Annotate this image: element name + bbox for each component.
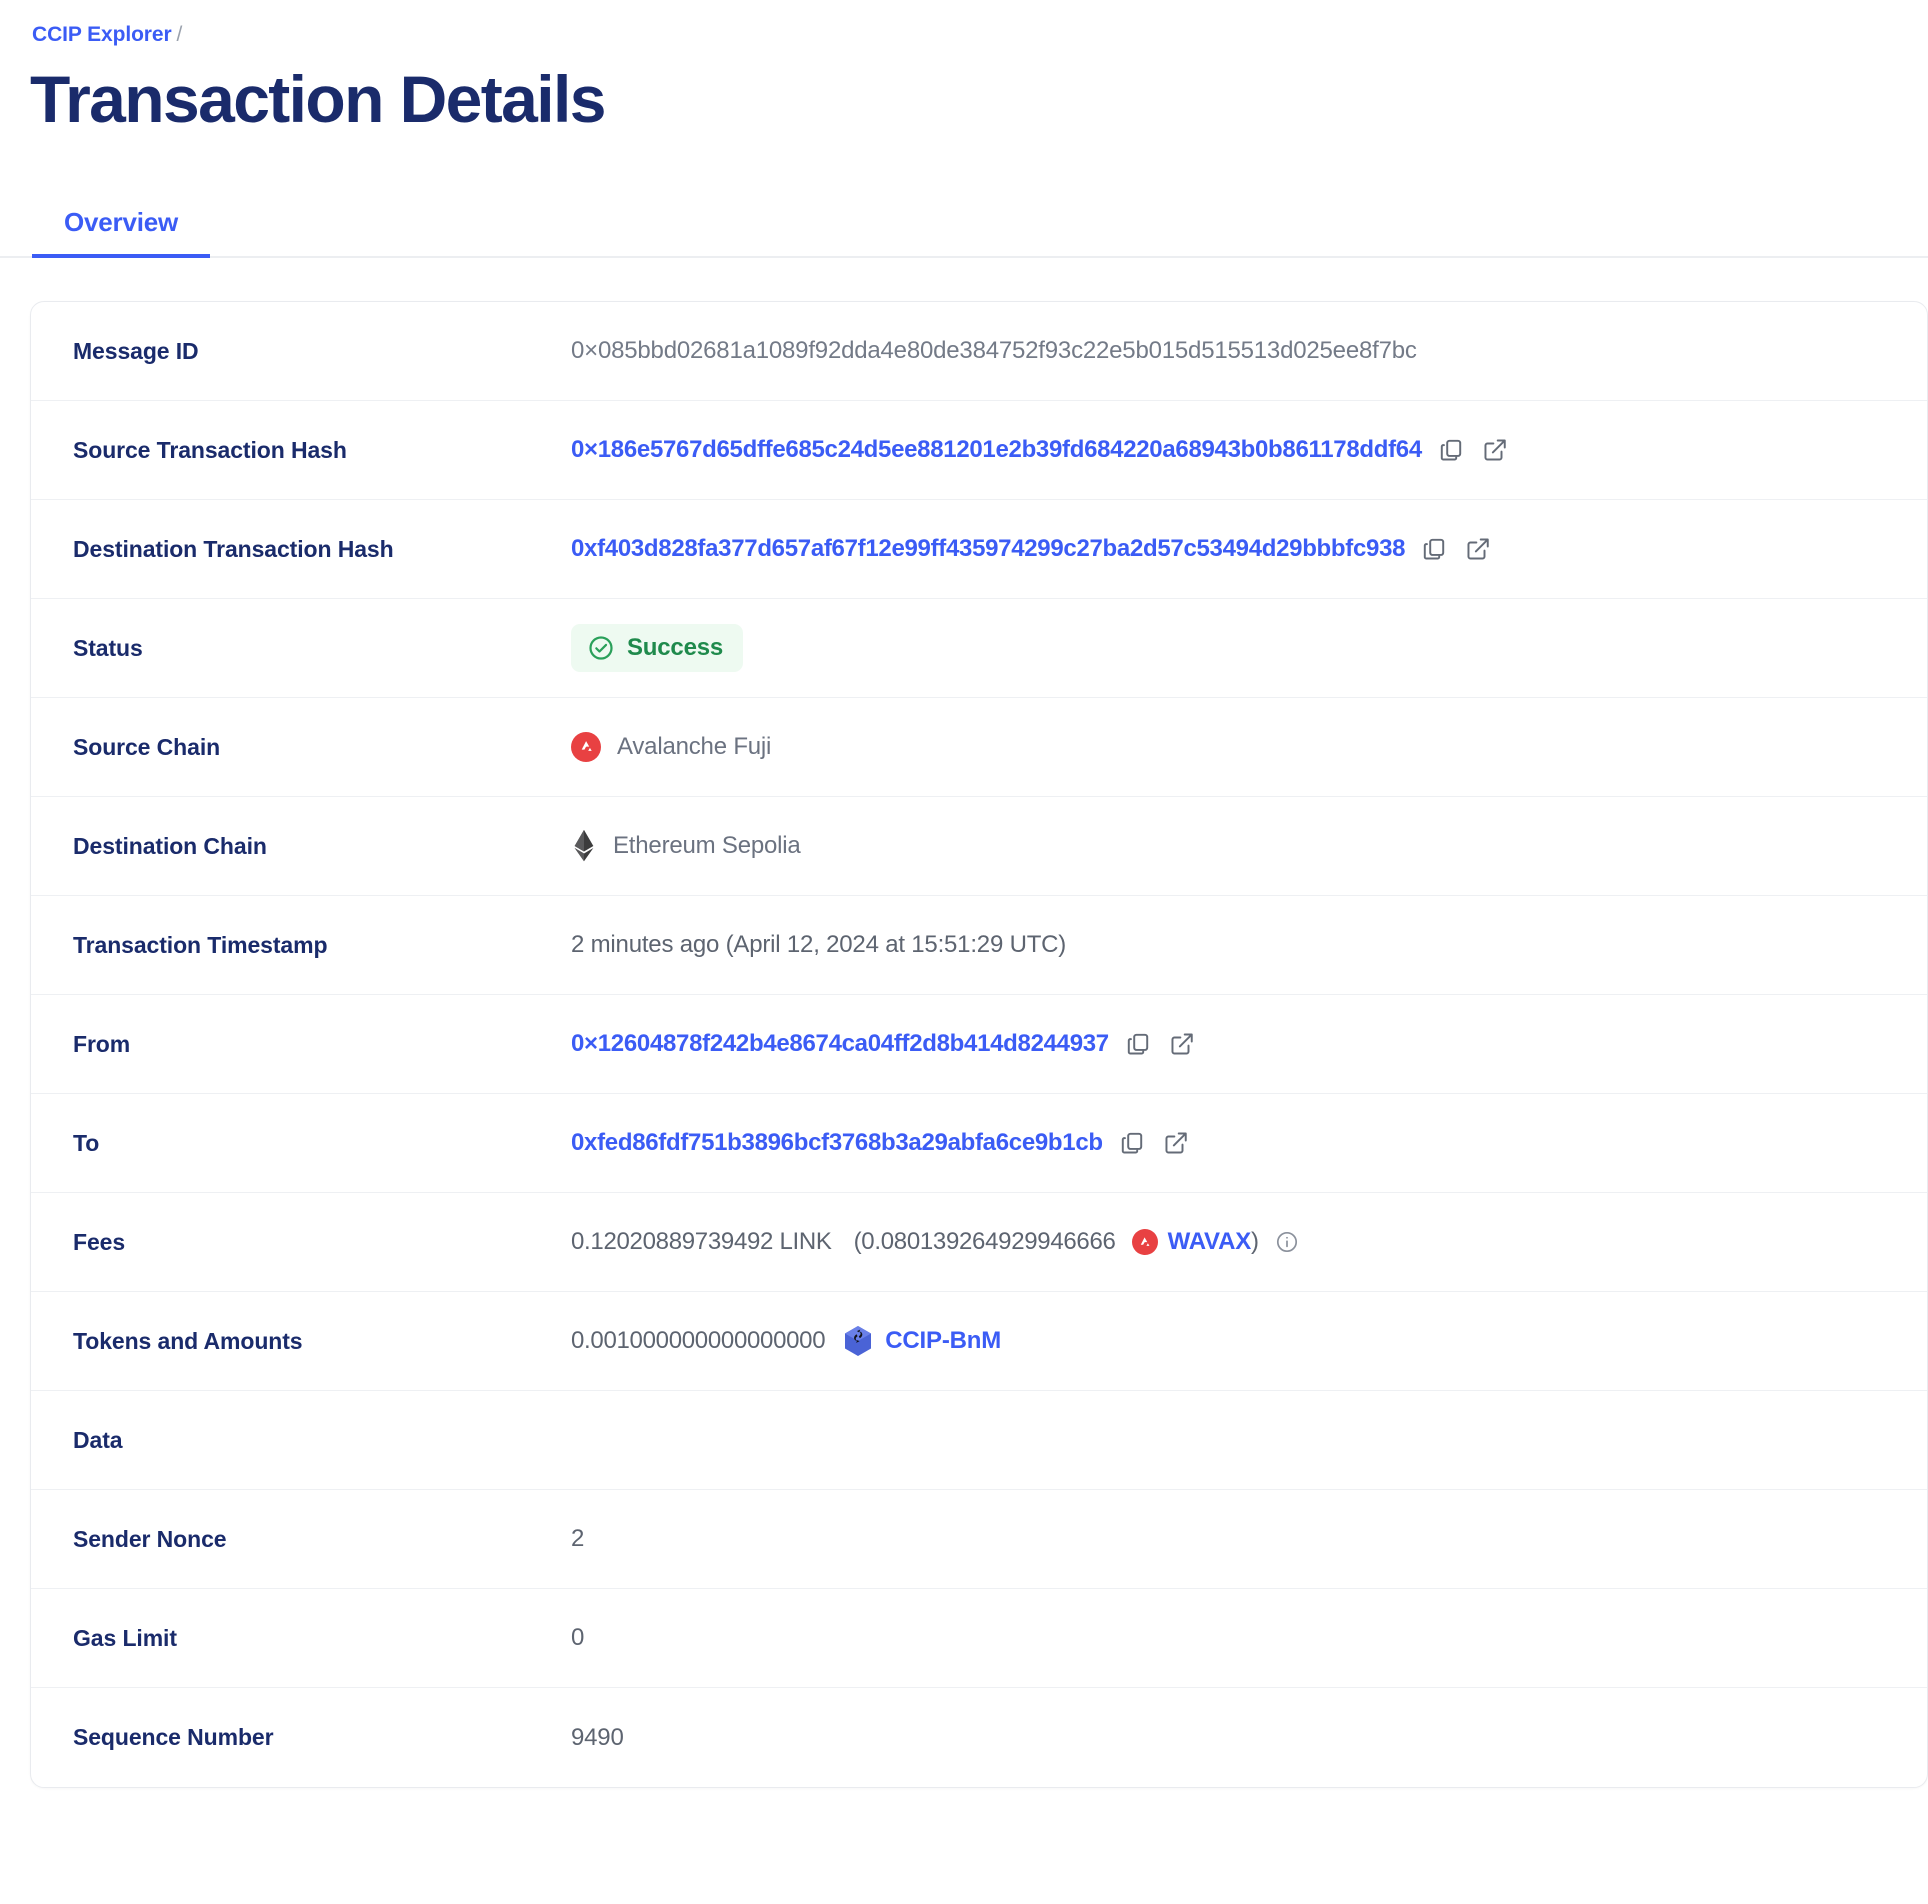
avalanche-icon	[1131, 1229, 1158, 1255]
label-source-chain: Source Chain	[73, 733, 221, 760]
fees-close-paren: )	[1251, 1228, 1259, 1255]
label-gas-limit: Gas Limit	[73, 1624, 177, 1651]
label-sequence-number: Sequence Number	[73, 1724, 274, 1750]
destination-chain-name: Ethereum Sepolia	[613, 832, 801, 859]
row-destination-transaction-hash: Destination Transaction Hash 0xf403d828f…	[31, 500, 1927, 599]
label-to: To	[73, 1129, 100, 1156]
label-fees: Fees	[73, 1228, 126, 1255]
token-amount-text: 0.001000000000000000	[571, 1327, 826, 1354]
value-destination-chain: Ethereum Sepolia	[571, 829, 1927, 863]
avalanche-icon	[571, 732, 601, 762]
row-gas-limit: Gas Limit 0	[31, 1589, 1927, 1688]
ccip-bnm-token-link[interactable]: CCIP-BnM	[885, 1327, 1001, 1354]
copy-icon[interactable]	[1436, 435, 1466, 465]
row-message-id: Message ID 0×085bbd02681a1089f92dda4e80d…	[31, 302, 1927, 401]
label-transaction-timestamp: Transaction Timestamp	[73, 931, 328, 958]
row-tokens-and-amounts: Tokens and Amounts 0.001000000000000000 …	[31, 1292, 1927, 1391]
label-status: Status	[73, 634, 143, 661]
row-source-chain: Source Chain Avalanche Fuji	[31, 698, 1927, 797]
external-link-icon[interactable]	[1463, 534, 1493, 564]
label-destination-transaction-hash: Destination Transaction Hash	[73, 535, 394, 562]
info-circle-icon[interactable]	[1275, 1230, 1299, 1254]
label-message-id: Message ID	[73, 337, 199, 364]
tab-bar: Overview	[0, 186, 1928, 258]
value-sender-nonce: 2	[571, 1525, 1927, 1553]
status-badge: Success	[571, 624, 744, 672]
value-status: Success	[571, 624, 1927, 672]
row-fees: Fees 0.12020889739492 LINK (0.0801392649…	[31, 1193, 1927, 1292]
value-fees: 0.12020889739492 LINK (0.080139264929946…	[571, 1228, 1927, 1256]
label-destination-chain: Destination Chain	[73, 832, 267, 859]
sender-nonce-text: 2	[571, 1525, 585, 1552]
row-data: Data	[31, 1391, 1927, 1490]
row-sequence-number: Sequence Number 9490	[31, 1688, 1927, 1787]
label-source-transaction-hash: Source Transaction Hash	[73, 436, 347, 463]
value-gas-limit: 0	[571, 1624, 1927, 1652]
label-sender-nonce: Sender Nonce	[73, 1525, 227, 1552]
transaction-details-card: Message ID 0×085bbd02681a1089f92dda4e80d…	[30, 301, 1928, 1788]
value-sequence-number: 9490	[571, 1724, 1927, 1752]
external-link-icon[interactable]	[1167, 1029, 1197, 1059]
row-to: To 0xfed86fdf751b3896bcf3768b3a29abfa6ce…	[31, 1094, 1927, 1193]
value-transaction-timestamp: 2 minutes ago (April 12, 2024 at 15:51:2…	[571, 931, 1927, 959]
page-title: Transaction Details	[30, 62, 606, 136]
gas-limit-text: 0	[571, 1624, 585, 1651]
row-destination-chain: Destination Chain Ethereum Sepolia	[31, 797, 1927, 896]
row-status: Status Success	[31, 599, 1927, 698]
value-source-transaction-hash: 0×186e5767d65dffe685c24d5ee881201e2b39fd…	[571, 435, 1927, 465]
row-sender-nonce: Sender Nonce 2	[31, 1490, 1927, 1589]
ethereum-icon	[571, 829, 597, 863]
value-message-id: 0×085bbd02681a1089f92dda4e80de384752f93c…	[571, 337, 1927, 365]
source-chain-name: Avalanche Fuji	[617, 733, 772, 760]
wavax-token-link[interactable]: WAVAX	[1167, 1228, 1252, 1255]
sequence-number-text: 9490	[571, 1723, 624, 1751]
label-tokens-and-amounts: Tokens and Amounts	[73, 1327, 303, 1354]
value-destination-transaction-hash: 0xf403d828fa377d657af67f12e99ff435974299…	[571, 534, 1927, 564]
status-text: Success	[627, 634, 724, 661]
to-address-link[interactable]: 0xfed86fdf751b3896bcf3768b3a29abfa6ce9b1…	[571, 1129, 1103, 1156]
source-transaction-hash-link[interactable]: 0×186e5767d65dffe685c24d5ee881201e2b39fd…	[571, 436, 1422, 463]
breadcrumb: CCIP Explorer /	[0, 0, 1928, 48]
from-address-link[interactable]: 0×12604878f242b4e8674ca04ff2d8b414d82449…	[571, 1030, 1109, 1057]
value-to: 0xfed86fdf751b3896bcf3768b3a29abfa6ce9b1…	[571, 1128, 1927, 1158]
external-link-icon[interactable]	[1480, 435, 1510, 465]
value-source-chain: Avalanche Fuji	[571, 732, 1927, 762]
copy-icon[interactable]	[1123, 1029, 1153, 1059]
ccip-token-icon	[843, 1325, 873, 1357]
label-from: From	[73, 1030, 131, 1057]
value-tokens-and-amounts: 0.001000000000000000 CCIP-BnM	[571, 1325, 1927, 1357]
fees-primary-amount: 0.12020889739492 LINK	[571, 1228, 832, 1255]
breadcrumb-link-ccip-explorer[interactable]: CCIP Explorer	[32, 23, 172, 46]
fees-secondary-amount: (0.080139264929946666	[853, 1228, 1116, 1255]
message-id-text: 0×085bbd02681a1089f92dda4e80de384752f93c…	[571, 337, 1417, 364]
destination-transaction-hash-link[interactable]: 0xf403d828fa377d657af67f12e99ff435974299…	[571, 535, 1406, 562]
copy-icon[interactable]	[1117, 1128, 1147, 1158]
check-circle-icon	[587, 634, 615, 662]
transaction-timestamp-text: 2 minutes ago (April 12, 2024 at 15:51:2…	[571, 931, 1067, 958]
copy-icon[interactable]	[1419, 534, 1449, 564]
external-link-icon[interactable]	[1161, 1128, 1191, 1158]
row-from: From 0×12604878f242b4e8674ca04ff2d8b414d…	[31, 995, 1927, 1094]
breadcrumb-separator: /	[176, 23, 183, 46]
value-from: 0×12604878f242b4e8674ca04ff2d8b414d82449…	[571, 1029, 1927, 1059]
row-source-transaction-hash: Source Transaction Hash 0×186e5767d65dff…	[31, 401, 1927, 500]
tab-overview[interactable]: Overview	[32, 207, 211, 258]
label-data: Data	[73, 1426, 123, 1453]
row-transaction-timestamp: Transaction Timestamp 2 minutes ago (Apr…	[31, 896, 1927, 995]
